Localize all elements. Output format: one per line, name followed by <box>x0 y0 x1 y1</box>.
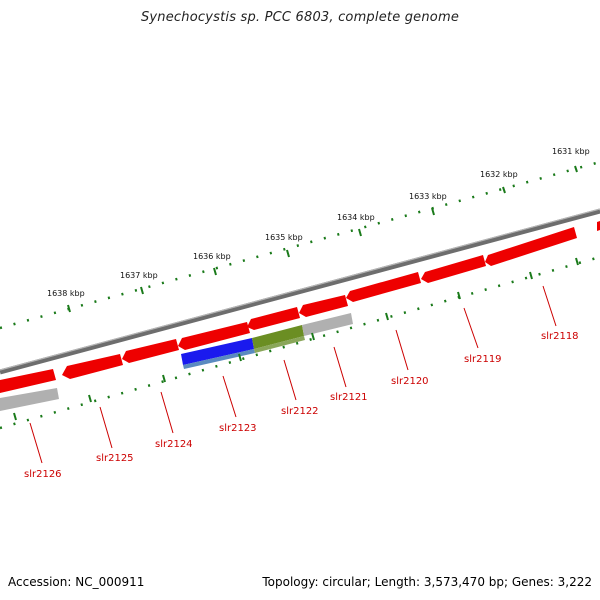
gene-arrow-slr2121[interactable] <box>299 295 348 317</box>
scale-label-1637: 1637 kbp <box>120 271 158 280</box>
leader-slr2124 <box>160 391 174 434</box>
scale-label-1635: 1635 kbp <box>265 233 303 242</box>
gene-arrow-slr2122[interactable] <box>247 307 300 330</box>
tick-1636 <box>213 267 217 276</box>
gene-arrow-slr2124[interactable] <box>122 339 179 363</box>
leader-slr2122 <box>283 359 297 401</box>
leader-slr2126 <box>29 422 43 464</box>
scale-label-1633: 1633 kbp <box>409 192 447 201</box>
genome-backbone <box>0 208 600 375</box>
forward-strand-genes <box>0 221 600 393</box>
feature-blue[interactable] <box>181 338 254 365</box>
gene-arrow-slr2119[interactable] <box>421 255 486 283</box>
gene-arrow-slr2120[interactable] <box>346 272 421 302</box>
leader-slr2121 <box>333 346 347 388</box>
tick-1634 <box>358 228 362 237</box>
inner-features <box>0 313 353 411</box>
outer-ruler: 1631 kbp 1632 kbp 1633 kbp 1634 kbp 1635… <box>0 147 600 330</box>
tick-1635 <box>286 249 290 258</box>
gene-label-slr2119[interactable]: slr2119 <box>464 354 502 365</box>
scale-label-1636: 1636 kbp <box>193 252 231 261</box>
gene-label-slr2121[interactable]: slr2121 <box>330 392 368 403</box>
leader-slr2119 <box>463 307 479 349</box>
gene-label-slr2120[interactable]: slr2120 <box>391 376 429 387</box>
gene-arrow-slr2118[interactable] <box>485 227 577 266</box>
inner-ruler-dots <box>0 255 600 430</box>
leader-slr2123 <box>222 375 237 418</box>
gene-arrow-right-edge[interactable] <box>597 221 600 231</box>
gene-arrow-slr2123[interactable] <box>178 322 250 350</box>
scale-label-1632: 1632 kbp <box>480 170 518 179</box>
feature-grey-a[interactable] <box>302 313 353 336</box>
leader-slr2120 <box>395 329 409 371</box>
gene-labels: slr2118 slr2119 slr2120 slr2121 slr2122 … <box>24 285 579 480</box>
scale-label-1634: 1634 kbp <box>337 213 375 222</box>
scale-label-1638: 1638 kbp <box>47 289 85 298</box>
feature-olive[interactable] <box>252 325 304 349</box>
gene-label-slr2118[interactable]: slr2118 <box>541 331 579 342</box>
genome-stats: Topology: circular; Length: 3,573,470 bp… <box>262 575 592 589</box>
gene-label-slr2126[interactable]: slr2126 <box>24 469 62 480</box>
tick-1631 <box>574 165 578 173</box>
gene-arrow-slr2126[interactable] <box>0 369 56 393</box>
tick-1633 <box>431 207 435 216</box>
map-title: Synechocystis sp. PCC 6803, complete gen… <box>140 10 460 25</box>
feature-blue-shade <box>183 349 255 369</box>
gene-label-slr2125[interactable]: slr2125 <box>96 453 134 464</box>
gene-label-slr2124[interactable]: slr2124 <box>155 439 193 450</box>
gene-label-slr2122[interactable]: slr2122 <box>281 406 319 417</box>
tick-1637 <box>140 286 144 295</box>
leader-slr2118 <box>542 285 557 327</box>
scale-label-1631: 1631 kbp <box>552 147 590 156</box>
tick-1632 <box>502 186 506 194</box>
leader-slr2125 <box>99 406 113 449</box>
outer-ruler-dots <box>0 160 600 330</box>
feature-olive-shade <box>254 336 305 353</box>
gene-arrow-slr2125[interactable] <box>62 354 123 379</box>
tick-1638 <box>67 304 71 313</box>
accession-label: Accession: NC_000911 <box>8 575 145 589</box>
inner-ruler <box>0 255 600 430</box>
gene-label-slr2123[interactable]: slr2123 <box>219 423 257 434</box>
feature-grey-b[interactable] <box>0 388 59 411</box>
